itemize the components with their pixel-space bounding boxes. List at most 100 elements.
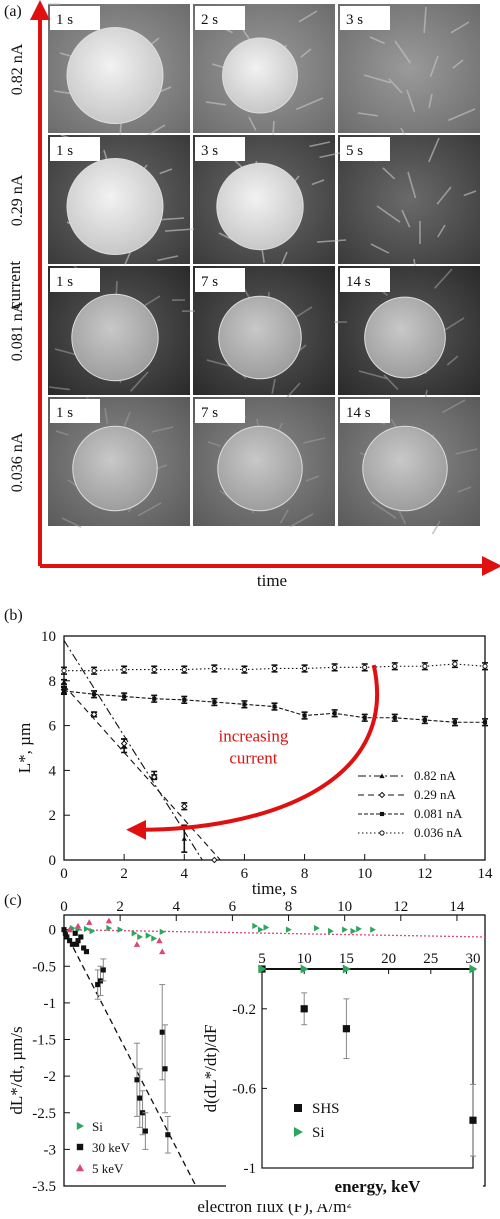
sem-tile: 5 s [317,135,480,274]
data-point [159,948,166,955]
row-current-label: 0.036 nA [9,432,26,492]
tile-time-label: 3 s [346,12,363,28]
data-point [362,664,368,670]
data-point [66,926,73,933]
legend-marker [379,811,385,817]
particle [364,296,446,379]
data-point [64,934,70,940]
x-tick-label: 0 [60,866,68,882]
data-point [258,964,267,974]
data-point [61,688,67,693]
x-tick-label: 4 [173,899,181,915]
data-point [452,720,458,725]
crystal-texture [434,268,453,289]
data-point [332,664,338,670]
data-point [152,696,157,701]
crystal-texture [303,437,326,444]
inset-x-tick-label: 30 [466,951,481,967]
legend-label: 0.036 nA [414,825,463,840]
inset-x-tick-label: 5 [258,951,266,967]
tile-time-label: 7 s [201,405,218,421]
x-tick-label: 14 [478,866,494,882]
data-point [242,702,247,707]
data-point [362,715,367,720]
data-point [61,927,67,933]
crystal-texture [295,97,324,111]
tile-time-label: 1 s [56,405,73,421]
y-tick-label: 4 [49,763,57,779]
particle [362,425,448,512]
data-point [137,933,143,941]
data-point [272,704,277,709]
time-label-box [50,268,100,292]
y-axis-title: L*, µm [15,723,34,773]
time-label-box [50,6,100,30]
data-point [142,1128,148,1134]
data-point [342,926,348,933]
crystal-texture [305,475,320,482]
particle [66,27,164,124]
particle [222,37,298,114]
tile-time-label: 5 s [346,143,363,159]
time-label-box [340,137,390,161]
data-point [91,692,97,697]
data-point [62,930,68,936]
inset-x-tick-label: 20 [381,951,396,967]
data-point [95,982,101,988]
data-point [86,919,93,925]
series-30-keV [61,927,171,1154]
data-point [162,1066,168,1072]
data-point [469,1116,477,1124]
row-current-label: 0.081 nA [9,301,26,361]
series-0-036-nA [61,659,488,675]
legend-label: 0.081 nA [414,806,463,821]
time-axis-label: time [257,571,287,590]
inset-y-tick-label: -0.2 [232,1002,256,1018]
x-tick-label: 0 [60,899,68,915]
crystal-texture [376,205,401,223]
time-label-box [340,399,390,423]
data-point [300,964,309,974]
data-point [69,941,75,947]
crystal-texture [455,448,478,455]
inset-x-tick-label: 10 [297,951,312,967]
crystal-texture [55,430,69,436]
data-point [211,856,218,864]
crystal-texture [205,101,226,106]
crystal-texture [130,371,149,392]
sem-tile: 7 s [193,397,335,528]
panel-b-label: (b) [4,607,23,624]
time-label-box [340,268,390,292]
legend-marker [76,1164,84,1172]
time-label-box [340,6,390,30]
particle [217,425,303,512]
trend-line [63,640,203,861]
crystal-texture [437,224,446,238]
crystal-texture [382,167,396,180]
data-point [134,1077,140,1083]
crystal-texture [292,306,313,320]
tile-time-label: 14 s [346,274,371,290]
sem-tile: 7 s [181,266,335,403]
crystal-texture [371,501,397,519]
crystal-texture [383,374,399,390]
x-tick-label: 10 [337,899,352,915]
data-point [83,949,90,955]
y-tick-label: -2 [44,1069,57,1085]
time-label-box [50,137,100,161]
data-point [392,715,397,720]
particle [71,293,159,382]
data-point [91,668,97,674]
inset-series-si [258,964,478,974]
inset-legend-marker [294,1127,303,1137]
crystal-texture [300,48,312,58]
crystal-texture [271,378,276,394]
inset-legend-label: SHS [312,1101,340,1117]
y-tick-label: 8 [49,674,57,690]
inset-y-axis-title: d(dL*/dt)/dF [201,1025,220,1113]
x-axis-title: time, s [252,879,297,898]
crystal-texture [207,441,221,447]
data-point [301,665,308,672]
crystal-texture [363,74,392,84]
tile-time-label: 7 s [201,274,218,290]
